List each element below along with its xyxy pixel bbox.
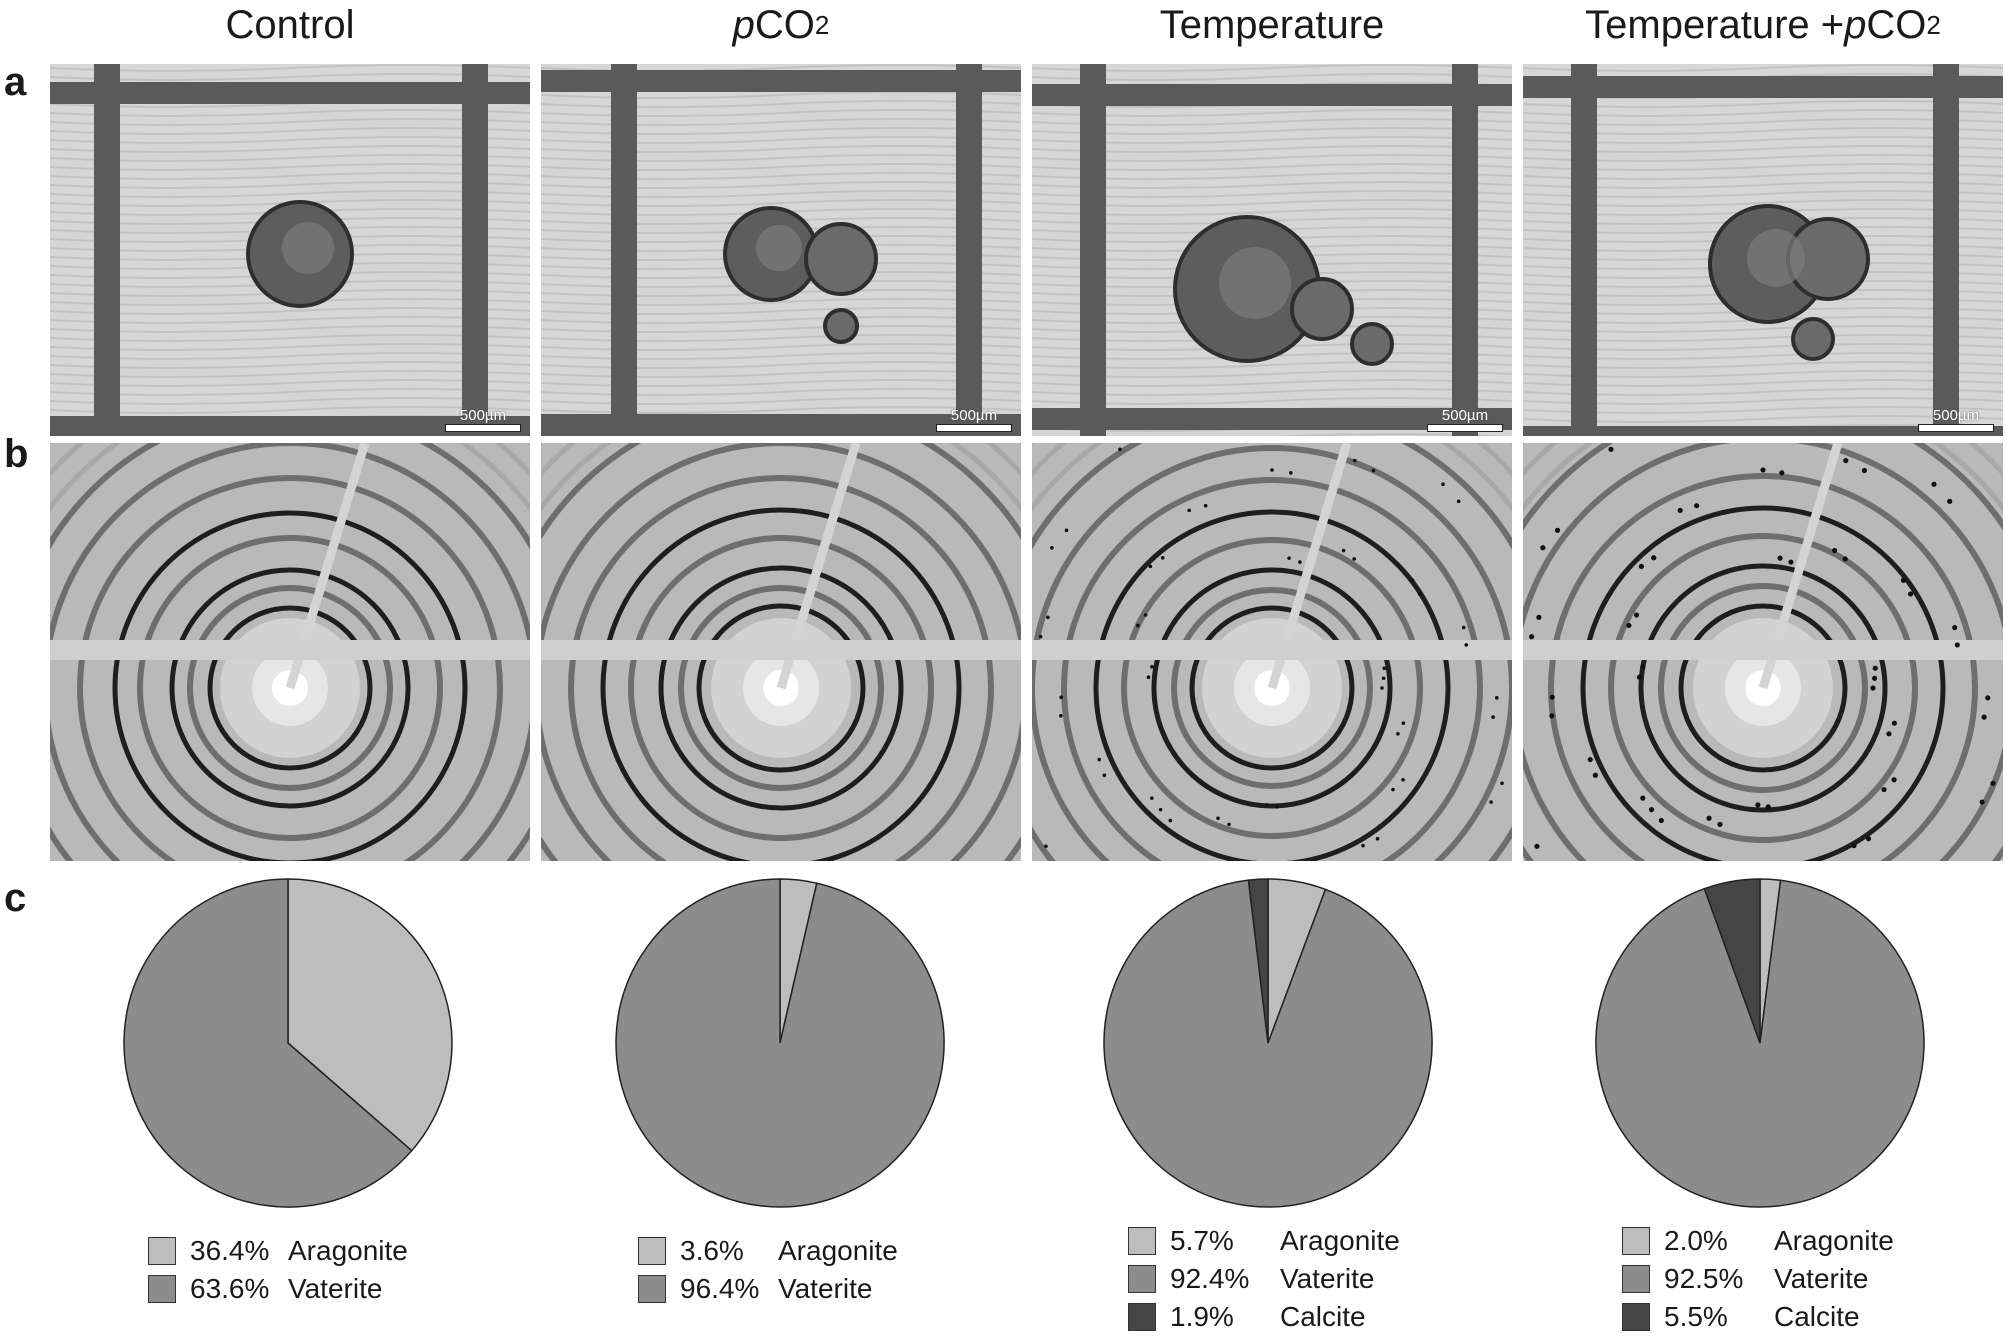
scale-bar-line [445, 424, 521, 432]
legend-label: Vaterite [1774, 1263, 1869, 1294]
legend-label: Vaterite [778, 1273, 873, 1304]
legend-label: Aragonite [1280, 1225, 1400, 1256]
pie-chart-3 [1102, 877, 1434, 1209]
legend-percent: 2.0% [1664, 1225, 1728, 1256]
diffraction-panel-4 [1523, 443, 2003, 861]
column-title-part: CO [754, 2, 815, 47]
pie-legend-2: 3.6% Aragonite 96.4% Vaterite [638, 1232, 898, 1308]
pie-legend-1: 36.4% Aragonite 63.6% Vaterite [148, 1232, 408, 1308]
legend-item-vaterite: 63.6% Vaterite [148, 1270, 408, 1308]
legend-percent: 1.9% [1170, 1301, 1234, 1332]
legend-percent: 92.4% [1170, 1263, 1250, 1294]
legend-percent: 3.6% [680, 1235, 744, 1266]
column-title-part: CO [1866, 2, 1927, 47]
pie-slice-calcite [1247, 878, 1269, 1044]
scale-bar-line [1427, 424, 1503, 432]
legend-percent: 5.5% [1664, 1301, 1728, 1332]
legend-label: Vaterite [288, 1273, 383, 1304]
column-title-part: Temperature + [1585, 2, 1845, 47]
legend-item-calcite: 1.9% Calcite [1128, 1298, 1400, 1336]
scale-bar-label: 500µm [950, 407, 998, 424]
legend-swatch [638, 1237, 666, 1265]
row-label-a: a [4, 60, 27, 104]
legend-percent: 5.7% [1170, 1225, 1234, 1256]
column-title-part: p [732, 2, 755, 47]
pie-chart-4 [1594, 877, 1926, 1209]
column-title-part: p [1844, 2, 1867, 47]
diffraction-image [1032, 443, 1512, 861]
legend-swatch [1622, 1303, 1650, 1331]
legend-item-aragonite: 3.6% Aragonite [638, 1232, 898, 1270]
column-title-1: Control [45, 0, 535, 50]
column-title-2: p CO 2 [536, 0, 1026, 50]
micrograph-image [1032, 64, 1512, 436]
legend-item-vaterite: 96.4% Vaterite [638, 1270, 898, 1308]
legend-swatch [148, 1275, 176, 1303]
scale-bar: 500µm [444, 408, 522, 432]
legend-percent: 36.4% [190, 1235, 270, 1266]
micrograph-panel-4: 500µm [1523, 64, 2003, 436]
legend-swatch [1622, 1227, 1650, 1255]
legend-label: Aragonite [288, 1235, 408, 1266]
column-title-part: Temperature [1159, 2, 1385, 47]
legend-item-vaterite: 92.5% Vaterite [1622, 1260, 1894, 1298]
micrograph-panel-1: 500µm [50, 64, 530, 436]
pie-slice-vaterite [1595, 879, 1925, 1208]
pie-slice-vaterite [615, 878, 945, 1208]
legend-item-aragonite: 5.7% Aragonite [1128, 1222, 1400, 1260]
micrograph-image [1523, 64, 2003, 436]
column-title-subscript: 2 [814, 9, 830, 40]
scale-bar: 500µm [1917, 408, 1995, 432]
pie-legend-4: 2.0% Aragonite 92.5% Vaterite 5.5% Calcite [1622, 1222, 1894, 1336]
column-title-4: Temperature + p CO 2 [1518, 0, 2007, 50]
scale-bar-label: 500µm [1932, 407, 1980, 424]
micrograph-image [541, 64, 1021, 436]
legend-label: Vaterite [1280, 1263, 1375, 1294]
legend-swatch [638, 1275, 666, 1303]
pie-legend-3: 5.7% Aragonite 92.4% Vaterite 1.9% Calcite [1128, 1222, 1400, 1336]
legend-item-aragonite: 36.4% Aragonite [148, 1232, 408, 1270]
legend-swatch [1128, 1227, 1156, 1255]
diffraction-image [50, 443, 530, 861]
diffraction-panel-2 [541, 443, 1021, 861]
scale-bar-line [936, 424, 1012, 432]
legend-swatch [148, 1237, 176, 1265]
pie-chart-2 [614, 877, 946, 1209]
micrograph-panel-3: 500µm [1032, 64, 1512, 436]
diffraction-panel-1 [50, 443, 530, 861]
column-title-part: Control [225, 2, 355, 47]
column-title-subscript: 2 [1926, 9, 1941, 40]
scale-bar: 500µm [935, 408, 1013, 432]
row-label-b: b [4, 432, 29, 476]
scale-bar-label: 500µm [1441, 407, 1489, 424]
legend-percent: 63.6% [190, 1273, 270, 1304]
legend-label: Aragonite [1774, 1225, 1894, 1256]
pie-chart-1 [122, 877, 454, 1209]
legend-percent: 92.5% [1664, 1263, 1744, 1294]
pie-slice-calcite [1703, 878, 1761, 1044]
legend-item-aragonite: 2.0% Aragonite [1622, 1222, 1894, 1260]
legend-label: Calcite [1280, 1301, 1366, 1332]
legend-label: Calcite [1774, 1301, 1860, 1332]
legend-item-vaterite: 92.4% Vaterite [1128, 1260, 1400, 1298]
legend-item-calcite: 5.5% Calcite [1622, 1298, 1894, 1336]
legend-swatch [1128, 1265, 1156, 1293]
scale-bar: 500µm [1426, 408, 1504, 432]
legend-percent: 96.4% [680, 1273, 760, 1304]
legend-label: Aragonite [778, 1235, 898, 1266]
diffraction-panel-3 [1032, 443, 1512, 861]
legend-swatch [1622, 1265, 1650, 1293]
diffraction-image [1523, 443, 2003, 861]
micrograph-image [50, 64, 530, 436]
pie-slice-vaterite [1103, 879, 1433, 1208]
pie-slice-aragonite [287, 878, 453, 1152]
pie-slice-vaterite [123, 878, 413, 1208]
scale-bar-label: 500µm [459, 407, 507, 424]
micrograph-panel-2: 500µm [541, 64, 1021, 436]
column-title-3: Temperature [1027, 0, 1517, 50]
legend-swatch [1128, 1303, 1156, 1331]
diffraction-image [541, 443, 1021, 861]
row-label-c: c [4, 876, 27, 920]
scale-bar-line [1918, 424, 1994, 432]
